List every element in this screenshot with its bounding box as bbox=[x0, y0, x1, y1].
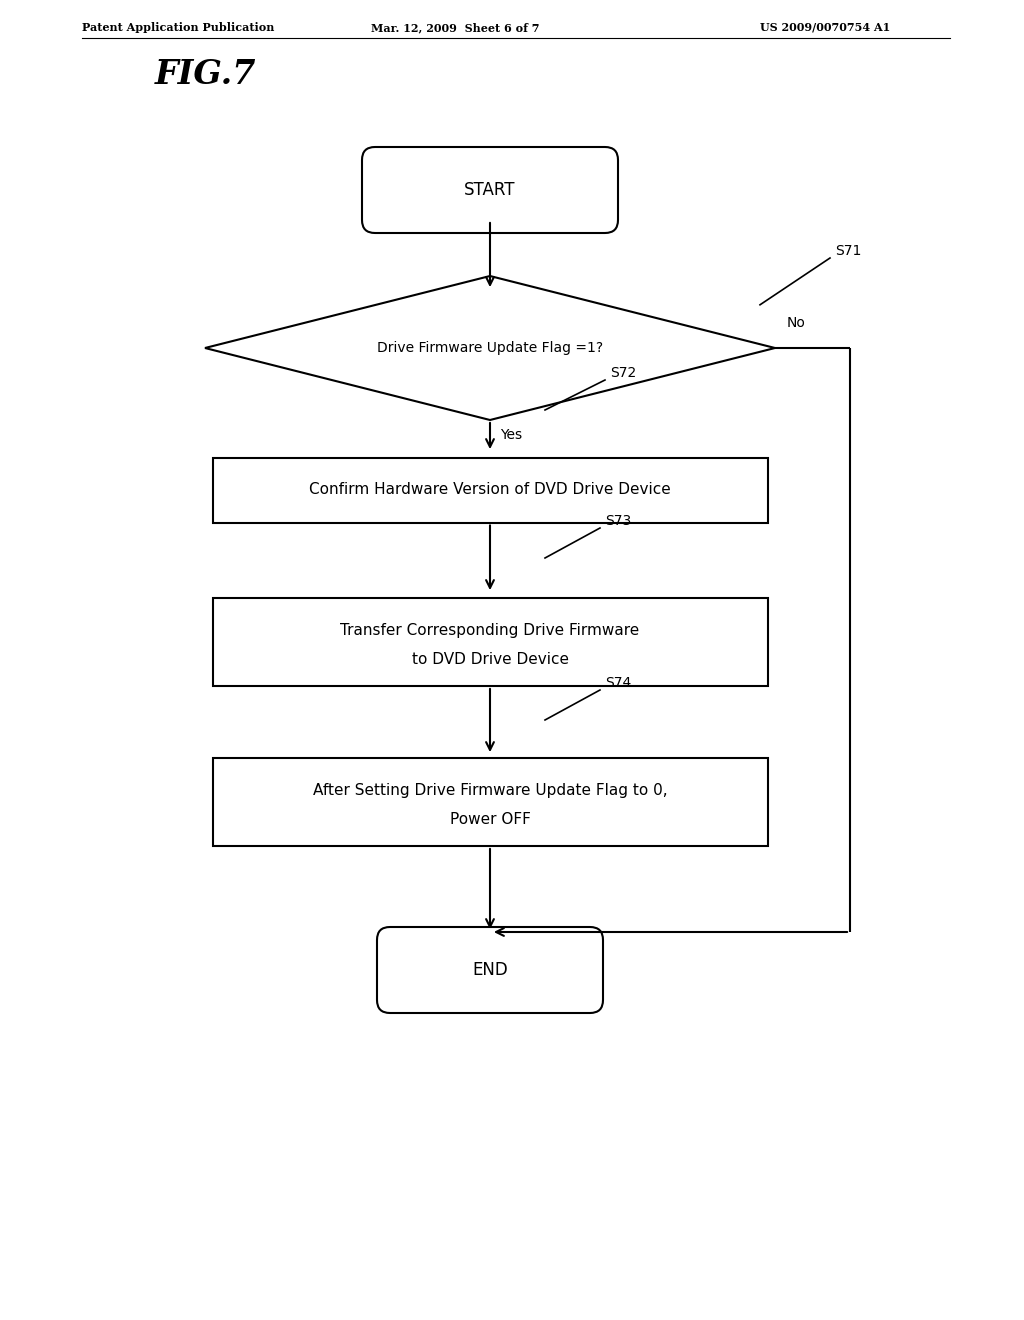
FancyBboxPatch shape bbox=[377, 927, 603, 1012]
Text: START: START bbox=[464, 181, 516, 199]
Text: S74: S74 bbox=[605, 676, 631, 690]
Text: Confirm Hardware Version of DVD Drive Device: Confirm Hardware Version of DVD Drive De… bbox=[309, 483, 671, 498]
Text: S71: S71 bbox=[835, 244, 861, 257]
Text: to DVD Drive Device: to DVD Drive Device bbox=[412, 652, 568, 668]
FancyBboxPatch shape bbox=[213, 758, 768, 846]
Text: Power OFF: Power OFF bbox=[450, 813, 530, 828]
Text: S72: S72 bbox=[610, 366, 636, 380]
Text: FIG.7: FIG.7 bbox=[155, 58, 256, 91]
FancyBboxPatch shape bbox=[213, 598, 768, 686]
Text: END: END bbox=[472, 961, 508, 979]
Text: US 2009/0070754 A1: US 2009/0070754 A1 bbox=[760, 22, 890, 33]
Polygon shape bbox=[205, 276, 775, 420]
Text: Patent Application Publication: Patent Application Publication bbox=[82, 22, 274, 33]
Text: Yes: Yes bbox=[500, 428, 522, 442]
FancyBboxPatch shape bbox=[213, 458, 768, 523]
Text: Drive Firmware Update Flag =1?: Drive Firmware Update Flag =1? bbox=[377, 341, 603, 355]
Text: After Setting Drive Firmware Update Flag to 0,: After Setting Drive Firmware Update Flag… bbox=[312, 783, 668, 797]
Text: Transfer Corresponding Drive Firmware: Transfer Corresponding Drive Firmware bbox=[340, 623, 640, 638]
FancyBboxPatch shape bbox=[362, 147, 618, 234]
Text: Mar. 12, 2009  Sheet 6 of 7: Mar. 12, 2009 Sheet 6 of 7 bbox=[371, 22, 540, 33]
Text: No: No bbox=[787, 315, 806, 330]
Text: S73: S73 bbox=[605, 513, 631, 528]
